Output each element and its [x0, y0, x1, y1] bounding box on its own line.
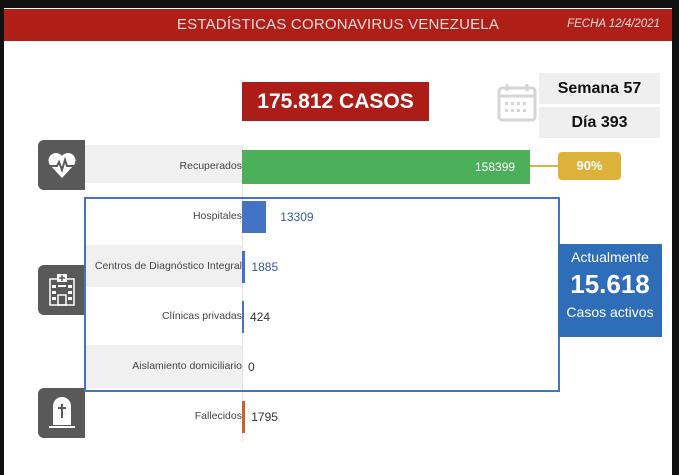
data-label: 13309: [280, 210, 314, 224]
bar: [242, 201, 267, 233]
heart-pulse-icon: [38, 140, 85, 190]
date-label: FECHA 12/4/2021: [567, 18, 660, 30]
data-label: 1795: [251, 410, 278, 424]
active-cases-box: Actualmente 15.618 Casos activos: [558, 244, 662, 337]
data-label: 424: [250, 310, 271, 324]
bar-label: Hospitales: [192, 210, 242, 222]
bar-label: Centros de Diagnóstico Integral: [94, 260, 242, 272]
axis-line: [242, 145, 243, 442]
active-value: 15.618: [570, 269, 650, 299]
row-bg: [85, 145, 242, 183]
connector-line: [530, 165, 558, 167]
bar-label: Clínicas privadas: [162, 310, 242, 322]
bar-label: Aislamiento domiciliario: [132, 360, 242, 372]
bar: [242, 401, 246, 433]
day-box: Día 393: [539, 107, 660, 138]
bar-label: Fallecidos: [194, 410, 242, 422]
active-label-top: Actualmente: [571, 249, 649, 265]
data-label: 0: [248, 360, 255, 374]
row-bg: [85, 345, 242, 388]
active-label-bottom: Casos activos: [566, 304, 654, 320]
bar: [242, 150, 530, 184]
bar: [242, 301, 244, 333]
recovered-percent-badge: 90%: [558, 152, 621, 180]
bar: [242, 251, 246, 283]
calendar-icon: [497, 82, 537, 127]
data-label: 1885: [251, 260, 279, 274]
row-bg: [85, 245, 242, 287]
week-box: Semana 57: [539, 73, 660, 104]
total-cases: 175.812 CASOS: [242, 82, 429, 121]
hospital-icon: [38, 265, 85, 315]
data-label: 158399: [475, 160, 516, 174]
bar-label: Recuperados: [179, 160, 242, 172]
page-title: ESTADÍSTICAS CORONAVIRUS VENEZUELA: [176, 16, 500, 33]
header-bar: ESTADÍSTICAS CORONAVIRUS VENEZUELA FECHA…: [4, 9, 672, 41]
tombstone-icon: [38, 388, 85, 438]
